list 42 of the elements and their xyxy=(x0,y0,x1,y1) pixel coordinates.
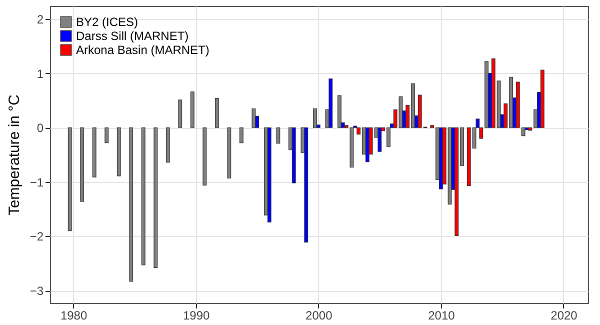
y-tick-label: 1 xyxy=(36,66,44,81)
bar xyxy=(292,127,296,184)
bar xyxy=(141,127,146,266)
x-tick-label: 1980 xyxy=(60,308,88,322)
bar xyxy=(92,127,96,178)
bar xyxy=(116,127,121,176)
bar xyxy=(267,127,272,222)
y-tick-label: 2 xyxy=(36,12,44,27)
bar xyxy=(178,100,182,128)
x-tick-label: 2010 xyxy=(428,308,456,322)
bar xyxy=(378,127,382,152)
bar xyxy=(365,127,370,162)
bar xyxy=(313,108,317,128)
y-tick-label: −1 xyxy=(30,175,44,190)
bar xyxy=(166,127,170,163)
y-tick-label: 0 xyxy=(36,121,44,136)
bar xyxy=(239,127,244,144)
legend-label: Darss Sill (MARNET) xyxy=(76,29,189,43)
y-tick-label: −3 xyxy=(30,284,44,298)
y-axis-title: Temperature in °C xyxy=(6,94,23,216)
bar xyxy=(276,127,280,144)
bar xyxy=(338,95,342,128)
x-tick-label: 2020 xyxy=(550,308,578,322)
bar xyxy=(214,98,219,128)
legend-label: BY2 (ICES) xyxy=(76,15,138,29)
bar xyxy=(227,127,232,178)
bar xyxy=(104,127,109,144)
bar xyxy=(154,127,158,268)
bar xyxy=(68,127,72,232)
x-tick-label: 1990 xyxy=(182,308,210,322)
bar xyxy=(129,127,134,282)
x-tick-label: 2000 xyxy=(306,308,333,322)
bar xyxy=(540,70,544,128)
legend-label: Arkona Basin (MARNET) xyxy=(76,43,210,57)
bar xyxy=(202,127,207,186)
y-tick-label: −2 xyxy=(30,230,44,244)
bar xyxy=(304,127,308,242)
bar xyxy=(190,91,194,128)
bar xyxy=(438,127,443,190)
bar xyxy=(328,78,333,128)
bar xyxy=(80,127,84,202)
bar xyxy=(252,108,256,128)
